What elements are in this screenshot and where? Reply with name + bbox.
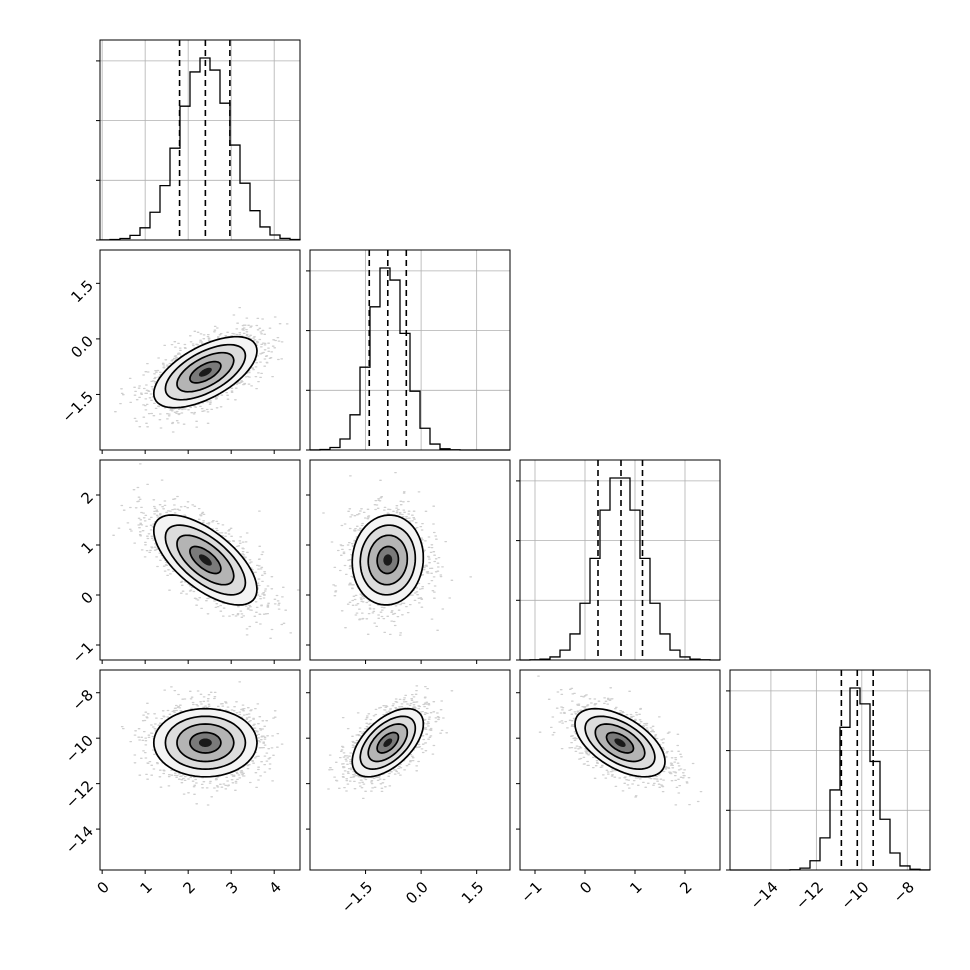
histogram-steps bbox=[309, 267, 510, 451]
y-tick-label: 1.5 bbox=[67, 277, 97, 307]
panel-content bbox=[327, 685, 454, 800]
x-tick-label: −10 bbox=[837, 878, 872, 913]
density-contour bbox=[189, 360, 222, 384]
panel-frame bbox=[309, 249, 511, 451]
y-tick-label: 0.0 bbox=[67, 332, 97, 362]
scatter-panel-4-1 bbox=[96, 669, 301, 874]
histogram-steps bbox=[519, 477, 721, 661]
panel-frame bbox=[309, 669, 511, 871]
density-contour bbox=[176, 723, 235, 763]
scatter-panel-3-1 bbox=[96, 459, 301, 664]
density-contour bbox=[189, 731, 222, 754]
density-contour bbox=[367, 723, 409, 763]
density-contour bbox=[584, 715, 656, 770]
density-contour bbox=[164, 343, 247, 401]
density-contour bbox=[376, 545, 400, 575]
density-fill bbox=[198, 738, 212, 747]
x-tick-label: 3 bbox=[222, 878, 241, 897]
density-contour bbox=[176, 351, 235, 393]
panel-frame bbox=[519, 669, 721, 871]
y-tick-label: −14 bbox=[62, 822, 97, 857]
density-contour bbox=[594, 723, 646, 763]
y-tick-label: −12 bbox=[62, 777, 97, 812]
panel-frame bbox=[99, 669, 301, 871]
panel-frame bbox=[729, 669, 931, 871]
density-contour bbox=[359, 524, 417, 596]
histogram-steps bbox=[730, 687, 931, 871]
scatter-panel-4-3 bbox=[516, 669, 721, 874]
panel-content bbox=[114, 306, 289, 433]
x-tick-label: 2 bbox=[179, 878, 198, 897]
density-contour bbox=[351, 707, 425, 778]
x-tick-label: 1.5 bbox=[458, 878, 488, 908]
x-tick-label: 4 bbox=[265, 878, 284, 897]
scatter-panel-4-2 bbox=[306, 669, 511, 874]
panel-frame bbox=[99, 39, 301, 241]
y-tick-label: 1 bbox=[78, 538, 97, 557]
x-tick-label: 1 bbox=[136, 878, 155, 897]
panel-content bbox=[322, 471, 473, 636]
density-contour bbox=[574, 707, 666, 778]
density-fill bbox=[383, 738, 393, 747]
density-contour bbox=[164, 524, 247, 596]
x-tick-label: 0 bbox=[576, 878, 595, 897]
x-tick-label: 0 bbox=[93, 878, 112, 897]
density-contour bbox=[351, 514, 425, 606]
density-fill bbox=[198, 367, 212, 377]
panel-content bbox=[120, 681, 284, 806]
y-tick-label: 2 bbox=[78, 488, 97, 507]
y-tick-label: −8 bbox=[69, 686, 97, 714]
density-contour bbox=[376, 731, 400, 754]
density-fill bbox=[614, 738, 626, 747]
x-tick-label: −12 bbox=[792, 878, 827, 913]
x-tick-label: 1 bbox=[626, 878, 645, 897]
density-contour bbox=[367, 534, 409, 586]
density-fill bbox=[383, 554, 393, 566]
density-contour bbox=[164, 715, 247, 770]
diag-panel-2 bbox=[306, 249, 511, 451]
density-contour bbox=[176, 534, 235, 586]
scatter-panel-2-1 bbox=[96, 249, 301, 454]
panel-frame bbox=[519, 459, 721, 661]
histogram-steps bbox=[99, 57, 301, 241]
x-tick-label: −8 bbox=[890, 878, 918, 906]
y-tick-label: −1 bbox=[69, 638, 97, 666]
y-tick-label: −1.5 bbox=[59, 388, 97, 426]
x-tick-label: −1 bbox=[517, 878, 545, 906]
x-tick-label: 2 bbox=[676, 878, 695, 897]
y-tick-label: 0 bbox=[78, 588, 97, 607]
panel-content bbox=[112, 463, 300, 639]
panel-frame bbox=[99, 249, 301, 451]
x-tick-label: 0.0 bbox=[402, 878, 432, 908]
panel-content bbox=[537, 675, 703, 806]
density-fill bbox=[198, 554, 212, 566]
panel-frame bbox=[99, 459, 301, 661]
x-tick-label: −1.5 bbox=[338, 878, 376, 916]
density-contour bbox=[152, 707, 258, 778]
density-contour bbox=[152, 335, 258, 409]
y-tick-label: −10 bbox=[62, 731, 97, 766]
diag-panel-4 bbox=[726, 669, 931, 871]
diag-panel-3 bbox=[516, 459, 721, 661]
density-contour bbox=[605, 731, 635, 754]
density-contour bbox=[359, 715, 417, 770]
density-contour bbox=[152, 514, 258, 606]
diag-panel-1 bbox=[96, 39, 301, 241]
density-contour bbox=[189, 545, 222, 575]
scatter-panel-3-2 bbox=[306, 459, 511, 664]
panel-frame bbox=[309, 459, 511, 661]
x-tick-label: −14 bbox=[747, 878, 782, 913]
